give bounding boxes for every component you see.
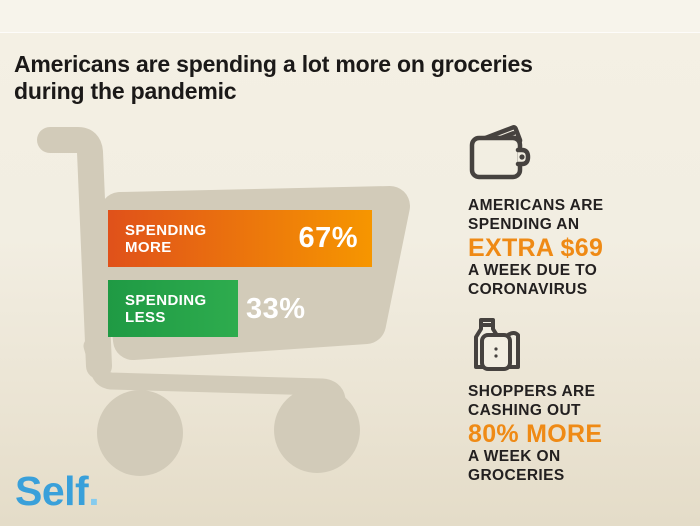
bar-label-line: LESS xyxy=(125,308,166,326)
bar-spending-more-value: 67% xyxy=(298,222,358,254)
wallet-icon xyxy=(469,125,531,180)
bar-spending-more: SPENDING MORE 67% xyxy=(108,210,372,267)
stat-line: A WEEK ON xyxy=(468,448,561,465)
bar-spending-less-label: SPENDING LESS xyxy=(108,292,207,326)
self-logo: Self. xyxy=(15,468,100,515)
bar-spending-more-label: SPENDING MORE xyxy=(108,222,207,256)
stat-highlight-extra-69: EXTRA $69 xyxy=(468,234,604,262)
page-title-line-1: Americans are spending a lot more on gro… xyxy=(14,51,533,77)
stat-extra-spend-text: AMERICANS ARE SPENDING AN EXTRA $69 A WE… xyxy=(468,197,686,299)
shopping-cart-icon xyxy=(37,127,410,476)
bar-label-line: SPENDING xyxy=(125,221,207,239)
page-title: Americans are spending a lot more on gro… xyxy=(14,51,674,105)
stat-extra-spend: AMERICANS ARE SPENDING AN EXTRA $69 A WE… xyxy=(468,123,686,299)
stat-line: A WEEK DUE TO xyxy=(468,262,598,279)
bar-spending-less-value: 33% xyxy=(246,293,306,325)
self-logo-dot: . xyxy=(88,468,100,514)
bar-spending-less: SPENDING LESS xyxy=(108,280,238,337)
stat-line: AMERICANS ARE xyxy=(468,197,604,214)
self-logo-text: Self xyxy=(15,468,89,514)
stat-line: CASHING OUT xyxy=(468,401,581,419)
stat-line: SPENDING AN xyxy=(468,215,580,233)
stat-line: GROCERIES xyxy=(468,466,565,484)
stat-line: CORONAVIRUS xyxy=(468,280,588,298)
bar-label-line: MORE xyxy=(125,238,172,256)
stat-cash-out-text: SHOPPERS ARE CASHING OUT 80% MORE A WEEK… xyxy=(468,383,686,485)
stats-column: AMERICANS ARE SPENDING AN EXTRA $69 A WE… xyxy=(468,123,686,485)
stat-cash-out: SHOPPERS ARE CASHING OUT 80% MORE A WEEK… xyxy=(468,315,686,485)
stat-highlight-80-more: 80% MORE xyxy=(468,420,603,448)
groceries-icon xyxy=(474,318,520,371)
stat-line: SHOPPERS ARE xyxy=(468,383,596,400)
bar-label-line: SPENDING xyxy=(125,291,207,309)
shopping-cart-graphic xyxy=(28,118,448,480)
top-strip xyxy=(0,0,700,33)
page-title-line-2: during the pandemic xyxy=(14,78,237,104)
